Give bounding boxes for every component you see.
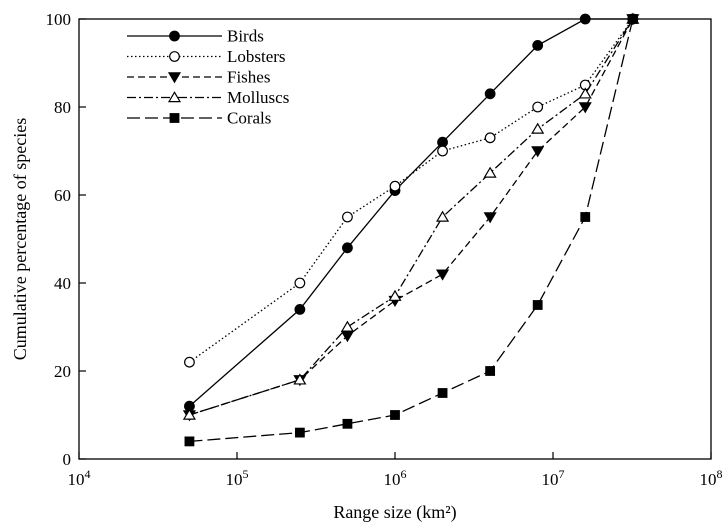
x-tick-label: 105 bbox=[226, 467, 249, 489]
y-tick-label: 80 bbox=[54, 98, 71, 117]
y-tick-label: 100 bbox=[46, 10, 72, 29]
plot-frame bbox=[78, 18, 712, 460]
y-tick-label: 0 bbox=[63, 450, 72, 469]
series-corals bbox=[184, 14, 638, 447]
axis-ticks: 104 105 106 107 108 0 20 40 60 80 100 bbox=[46, 10, 723, 489]
y-axis-label: Cumulative percentage of species bbox=[10, 118, 30, 360]
data-point-corals bbox=[184, 436, 195, 447]
data-point-molluscs bbox=[182, 408, 196, 420]
data-point-lobsters bbox=[484, 132, 496, 144]
y-tick-label: 20 bbox=[54, 362, 71, 381]
data-point-molluscs bbox=[388, 289, 402, 301]
legend-marker-lobsters bbox=[169, 51, 180, 62]
data-point-corals bbox=[627, 14, 638, 24]
data-point-corals bbox=[532, 300, 543, 310]
data-point-birds bbox=[484, 88, 496, 100]
data-point-birds bbox=[342, 242, 353, 254]
x-axis-label: Range size (km²) bbox=[333, 502, 456, 523]
legend-marker-birds bbox=[169, 30, 180, 42]
data-point-birds bbox=[437, 136, 448, 148]
data-point-birds bbox=[294, 304, 306, 315]
data-point-molluscs bbox=[340, 320, 354, 332]
series-line-fishes bbox=[189, 18, 634, 416]
x-tick-label: 104 bbox=[68, 467, 91, 489]
y-tick-label: 60 bbox=[54, 186, 71, 205]
legend-marker-corals bbox=[169, 113, 180, 123]
data-point-molluscs bbox=[483, 166, 497, 178]
data-point-molluscs bbox=[531, 122, 545, 134]
data-point-corals bbox=[580, 212, 591, 222]
data-point-lobsters bbox=[389, 180, 401, 192]
legend-label-molluscs: Molluscs bbox=[227, 88, 289, 107]
data-point-fishes bbox=[531, 146, 545, 158]
data-point-molluscs bbox=[436, 210, 450, 222]
data-point-birds bbox=[579, 13, 591, 25]
legend-marker-molluscs bbox=[167, 91, 182, 103]
data-point-lobsters bbox=[294, 277, 306, 289]
data-point-corals bbox=[390, 410, 400, 420]
x-tick-label: 107 bbox=[542, 467, 565, 489]
data-point-corals bbox=[437, 388, 448, 398]
data-point-birds bbox=[532, 40, 544, 51]
legend-marker-fishes bbox=[167, 72, 182, 84]
data-point-fishes bbox=[436, 269, 450, 281]
legend-label-fishes: Fishes bbox=[227, 68, 270, 87]
data-point-lobsters bbox=[532, 101, 544, 113]
data-point-corals bbox=[342, 418, 353, 429]
data-point-fishes bbox=[340, 331, 354, 343]
data-point-fishes bbox=[483, 212, 497, 224]
data-point-corals bbox=[485, 366, 496, 376]
x-tick-label: 108 bbox=[700, 467, 723, 489]
data-point-lobsters bbox=[342, 211, 353, 223]
y-tick-label: 40 bbox=[54, 274, 71, 293]
data-point-corals bbox=[294, 427, 305, 438]
legend-label-corals: Corals bbox=[227, 109, 271, 128]
data-point-lobsters bbox=[184, 356, 195, 368]
data-point-fishes bbox=[578, 102, 592, 114]
data-point-molluscs bbox=[293, 373, 307, 385]
data-point-molluscs bbox=[578, 87, 592, 99]
series-group bbox=[182, 12, 640, 447]
data-point-lobsters bbox=[437, 145, 448, 157]
legend-label-lobsters: Lobsters bbox=[227, 47, 286, 66]
x-tick-label: 106 bbox=[384, 467, 407, 489]
legend-label-birds: Birds bbox=[227, 27, 264, 46]
